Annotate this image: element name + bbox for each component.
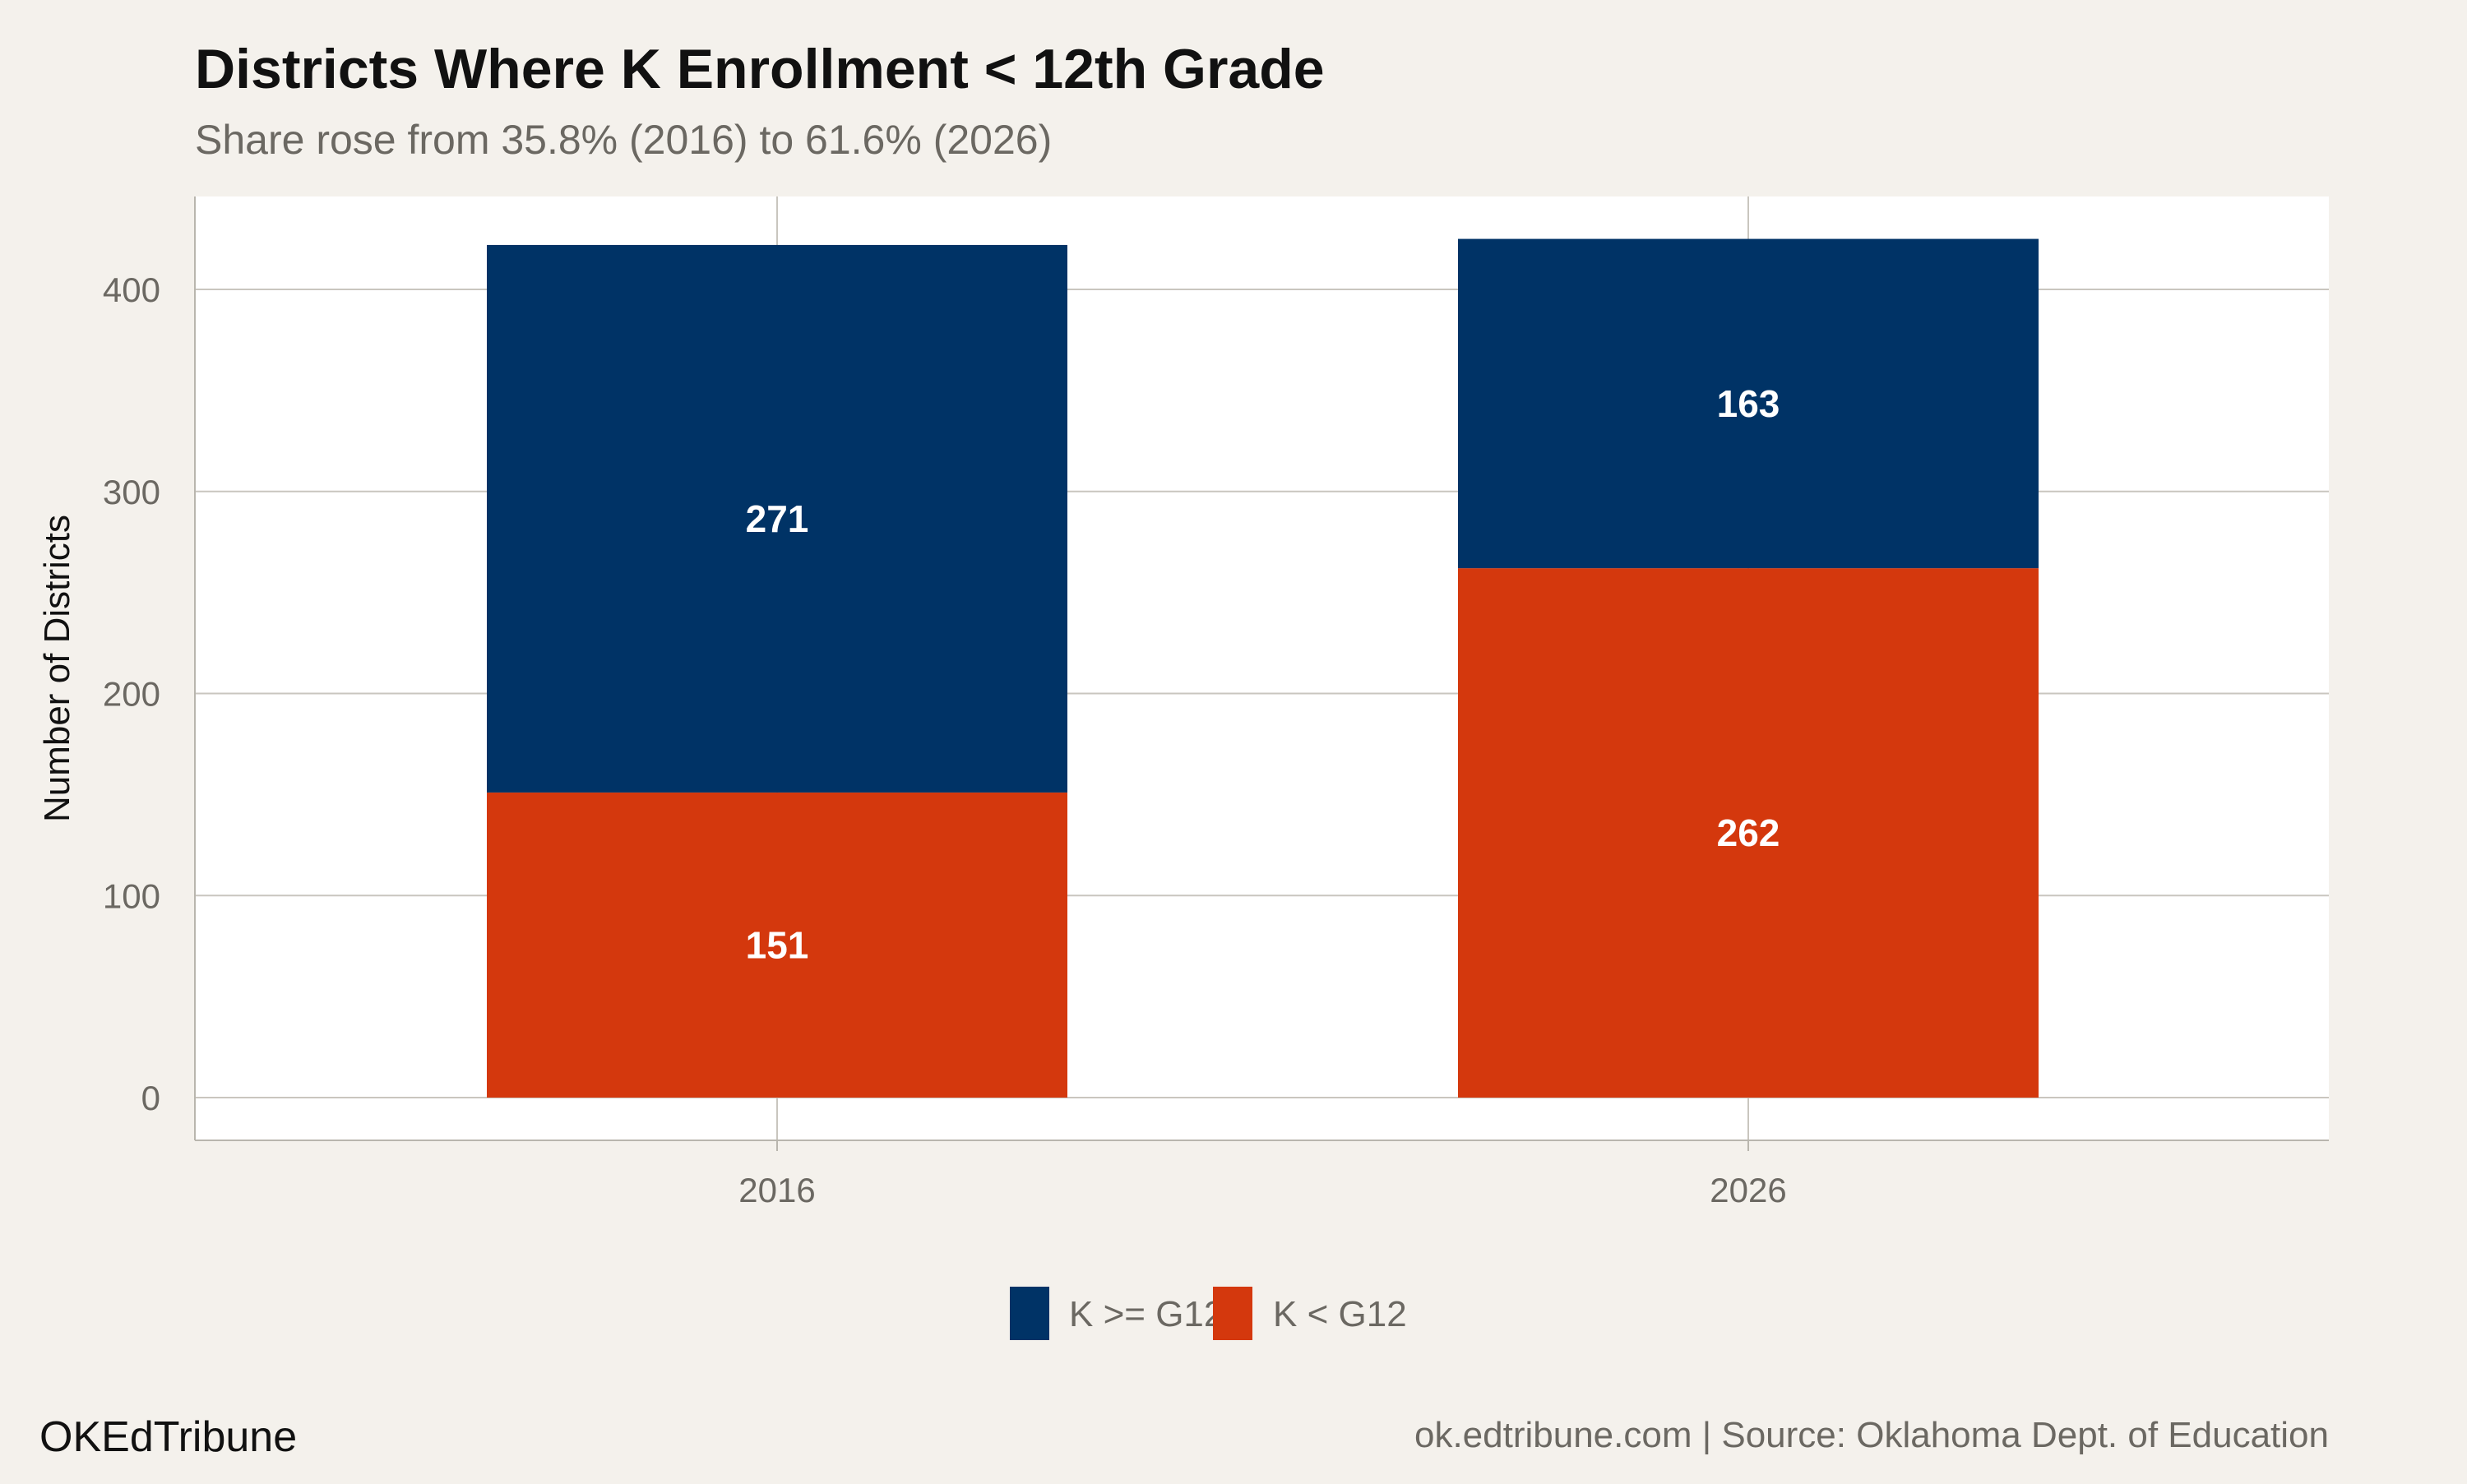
bar-segment [1458,568,2039,1098]
y-tick-label: 400 [103,270,160,309]
bar-data-label: 151 [746,923,809,966]
bar-segment [487,792,1067,1098]
legend-label: K >= G12 [1069,1294,1224,1334]
bar-data-label: 163 [1717,382,1780,425]
y-axis-label: Number of Districts [37,515,77,822]
tick-labels: 0 100 200 300 400 2016 2026 [103,270,1787,1209]
footer-brand: OKEdTribune [39,1413,297,1461]
legend-swatch [1010,1287,1049,1340]
chart-subtitle: Share rose from 35.8% (2016) to 61.6% (2… [195,117,1052,163]
x-tick-label: 2026 [1710,1171,1786,1209]
footer-source: ok.edtribune.com | Source: Oklahoma Dept… [1414,1415,2329,1455]
bars: 151 271 262 163 [487,238,2039,1098]
bar-segment [1458,238,2039,569]
x-tick-label: 2016 [738,1171,815,1209]
legend-swatch [1213,1287,1252,1340]
bar-data-label: 271 [746,497,809,540]
y-tick-label: 100 [103,876,160,915]
chart-title: Districts Where K Enrollment < 12th Grad… [195,38,1325,100]
y-tick-label: 0 [141,1079,160,1117]
y-tick-label: 200 [103,675,160,714]
bar-segment [487,244,1067,793]
legend: K >= G12 K < G12 [1010,1287,1407,1340]
bar-data-label: 262 [1717,811,1780,854]
legend-label: K < G12 [1273,1294,1407,1334]
y-tick-label: 300 [103,473,160,511]
